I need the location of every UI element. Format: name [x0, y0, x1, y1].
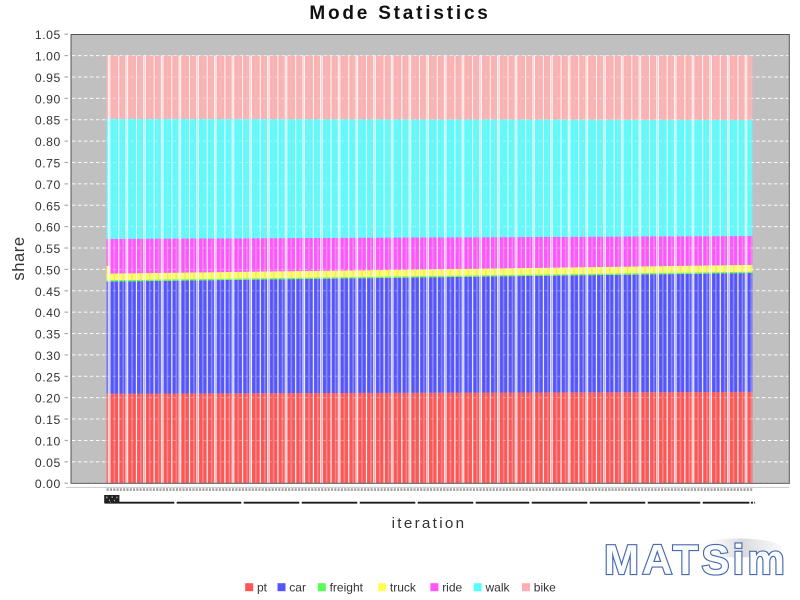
svg-text:0.40: 0.40: [35, 306, 61, 320]
svg-text:iteration: iteration: [392, 515, 467, 532]
svg-text:ride: ride: [442, 580, 462, 594]
svg-text:0.90: 0.90: [35, 92, 61, 106]
svg-text:0.70: 0.70: [35, 178, 61, 192]
svg-text:walk: walk: [485, 580, 511, 594]
svg-text:0.45: 0.45: [35, 285, 61, 299]
svg-text:0.30: 0.30: [35, 349, 61, 363]
svg-text:0.60: 0.60: [35, 221, 61, 235]
svg-text:0.35: 0.35: [35, 328, 61, 342]
svg-text:freight: freight: [330, 580, 364, 594]
svg-text:0.75: 0.75: [35, 157, 61, 171]
svg-text:0.85: 0.85: [35, 114, 61, 128]
svg-text:0.10: 0.10: [35, 434, 61, 448]
svg-text:bike: bike: [534, 580, 556, 594]
svg-text:pt: pt: [257, 580, 268, 594]
svg-text:share: share: [10, 236, 28, 280]
svg-text:1.05: 1.05: [35, 28, 61, 42]
svg-text:0.15: 0.15: [35, 413, 61, 427]
svg-text:0.80: 0.80: [35, 135, 61, 149]
svg-text:0.95: 0.95: [35, 71, 61, 85]
svg-text:MATSim: MATSim: [604, 536, 788, 583]
svg-text:0.00: 0.00: [35, 477, 61, 491]
svg-text:0.20: 0.20: [35, 392, 61, 406]
svg-text:0.25: 0.25: [35, 370, 61, 384]
svg-text:truck: truck: [390, 580, 417, 594]
svg-text:0.05: 0.05: [35, 456, 61, 470]
svg-text:car: car: [289, 580, 306, 594]
svg-text:Mode Statistics: Mode Statistics: [309, 3, 490, 24]
svg-text:0.65: 0.65: [35, 199, 61, 213]
svg-text:0.55: 0.55: [35, 242, 61, 256]
svg-text:1.00: 1.00: [35, 50, 61, 64]
svg-text:0.50: 0.50: [35, 263, 61, 277]
